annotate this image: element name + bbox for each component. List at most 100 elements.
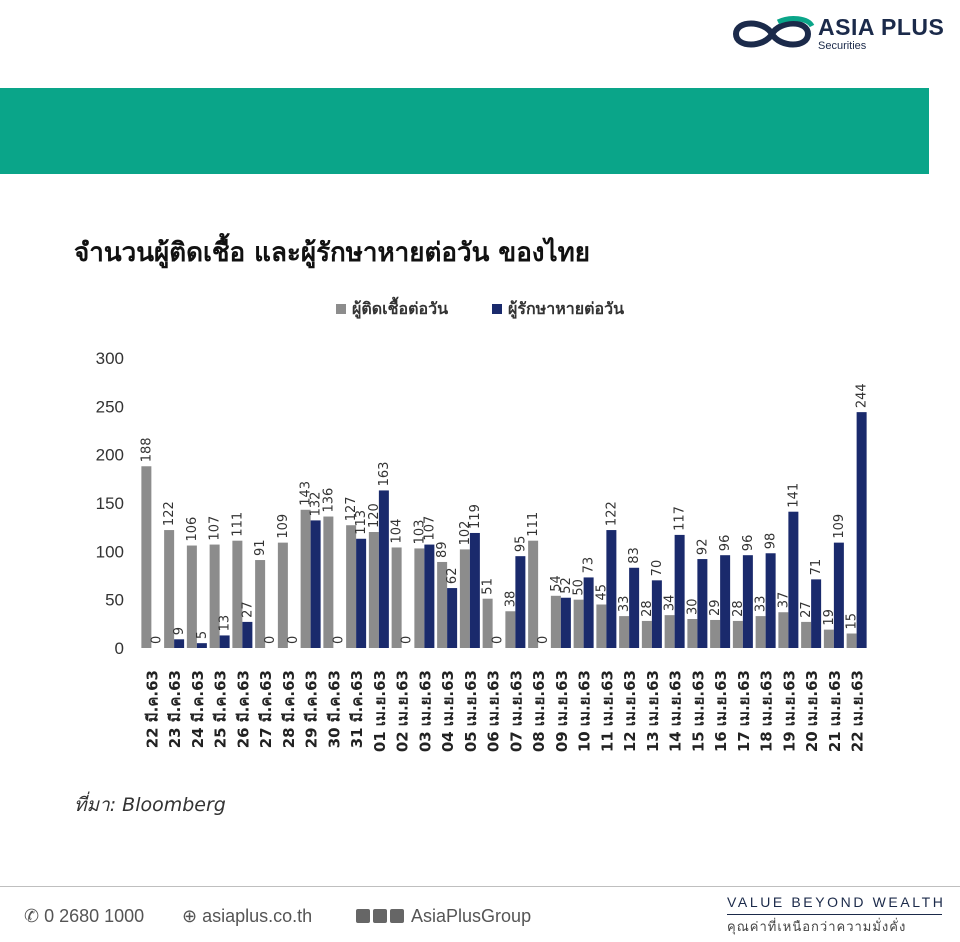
bar (697, 559, 708, 648)
data-label: 107 (422, 516, 437, 541)
footer-social[interactable]: AsiaPlusGroup (356, 906, 531, 927)
bar (765, 553, 776, 648)
data-label: 71 (809, 559, 824, 576)
bar (300, 509, 311, 648)
data-label: 28 (640, 600, 655, 617)
x-tick-label: 24 มี.ค.63 (189, 670, 207, 748)
bar (346, 525, 357, 648)
x-tick-label: 11 เม.ย.63 (598, 670, 616, 752)
data-label: 132 (309, 492, 324, 517)
data-label: 62 (445, 568, 460, 585)
chart-title: จำนวนผู้ติดเชื้อ และผู้รักษาหายต่อวัน ขอ… (74, 238, 590, 268)
bar (778, 612, 789, 648)
bar (196, 643, 207, 648)
x-tick-label: 15 เม.ย.63 (689, 670, 707, 752)
data-label: 102 (458, 521, 473, 546)
data-label: 141 (786, 483, 801, 508)
bar (550, 595, 561, 648)
data-label: 29 (708, 599, 723, 616)
bar (164, 530, 175, 648)
bar (856, 412, 867, 648)
data-label: 103 (412, 520, 427, 545)
bar (459, 549, 470, 648)
footer-phone[interactable]: ✆ 0 2680 1000 (24, 906, 144, 927)
data-label: 143 (299, 481, 314, 506)
bar (447, 588, 458, 648)
header-banner (0, 88, 929, 174)
data-label: 122 (604, 501, 619, 526)
x-tick-label: 17 เม.ย.63 (735, 670, 753, 752)
data-label: 111 (526, 512, 541, 537)
data-label: 96 (718, 535, 733, 552)
bar (742, 555, 753, 648)
data-label: 33 (754, 596, 769, 613)
x-tick-label: 06 เม.ย.63 (485, 670, 503, 752)
data-label: 19 (822, 609, 837, 626)
bar (378, 490, 389, 648)
footer-website[interactable]: ⊕ asiaplus.co.th (182, 906, 312, 927)
x-tick-label: 07 เม.ย.63 (507, 670, 525, 752)
data-label: 50 (572, 579, 587, 596)
bar (310, 520, 321, 648)
slogan: VALUE BEYOND WEALTH (727, 894, 946, 910)
y-tick-label: 150 (96, 494, 124, 513)
data-label: 127 (344, 496, 359, 521)
data-label: 104 (390, 519, 405, 544)
x-tick-label: 05 เม.ย.63 (462, 670, 480, 752)
bar (732, 620, 743, 648)
data-label: 37 (776, 592, 791, 609)
data-label: 73 (582, 557, 597, 574)
bar (469, 532, 480, 648)
data-label: 98 (764, 533, 779, 550)
x-tick-label: 23 มี.ค.63 (166, 670, 184, 748)
infinity-logo-mark (732, 20, 812, 48)
data-label: 111 (230, 512, 245, 537)
bar (801, 621, 812, 648)
bar (528, 540, 539, 648)
x-tick-label: 26 มี.ค.63 (234, 670, 252, 748)
data-label: 51 (481, 578, 496, 595)
bar (209, 544, 220, 648)
bar (437, 561, 448, 648)
bar (583, 577, 594, 648)
x-tick-label: 22 มี.ค.63 (143, 670, 161, 748)
data-label: 117 (673, 506, 688, 531)
data-label: 0 (491, 636, 506, 644)
legend-swatch (336, 304, 346, 314)
data-label: 96 (741, 535, 756, 552)
x-tick-label: 10 เม.ย.63 (576, 670, 594, 752)
x-tick-label: 28 มี.ค.63 (280, 670, 298, 748)
bar (720, 555, 731, 648)
x-tick-label: 04 เม.ย.63 (439, 670, 457, 752)
phone-number: 0 2680 1000 (44, 906, 145, 926)
bar (664, 615, 675, 648)
data-label: 15 (845, 613, 860, 630)
data-label: 45 (594, 584, 609, 601)
y-tick-label: 250 (96, 397, 124, 416)
bar (596, 604, 607, 648)
x-tick-label: 02 เม.ย.63 (394, 670, 412, 752)
bar (186, 545, 197, 648)
x-tick-label: 12 เม.ย.63 (621, 670, 639, 752)
data-label: 244 (855, 383, 870, 408)
y-tick-label: 100 (96, 542, 124, 561)
bar (505, 611, 516, 648)
bar (219, 635, 230, 648)
bar (242, 621, 253, 648)
bar (811, 579, 822, 648)
bar (573, 599, 584, 648)
data-label: 5 (195, 631, 210, 639)
data-label: 107 (208, 516, 223, 541)
bar (414, 548, 425, 648)
legend-label: ผู้รักษาหายต่อวัน (508, 299, 624, 320)
bar (833, 542, 844, 648)
data-label: 188 (139, 437, 154, 462)
data-label: 106 (185, 517, 200, 542)
bar (482, 598, 493, 648)
website-url: asiaplus.co.th (202, 906, 313, 926)
data-label: 0 (536, 636, 551, 644)
globe-icon: ⊕ (182, 906, 203, 926)
x-tick-label: 08 เม.ย.63 (530, 670, 548, 752)
y-tick-label: 50 (105, 591, 124, 610)
